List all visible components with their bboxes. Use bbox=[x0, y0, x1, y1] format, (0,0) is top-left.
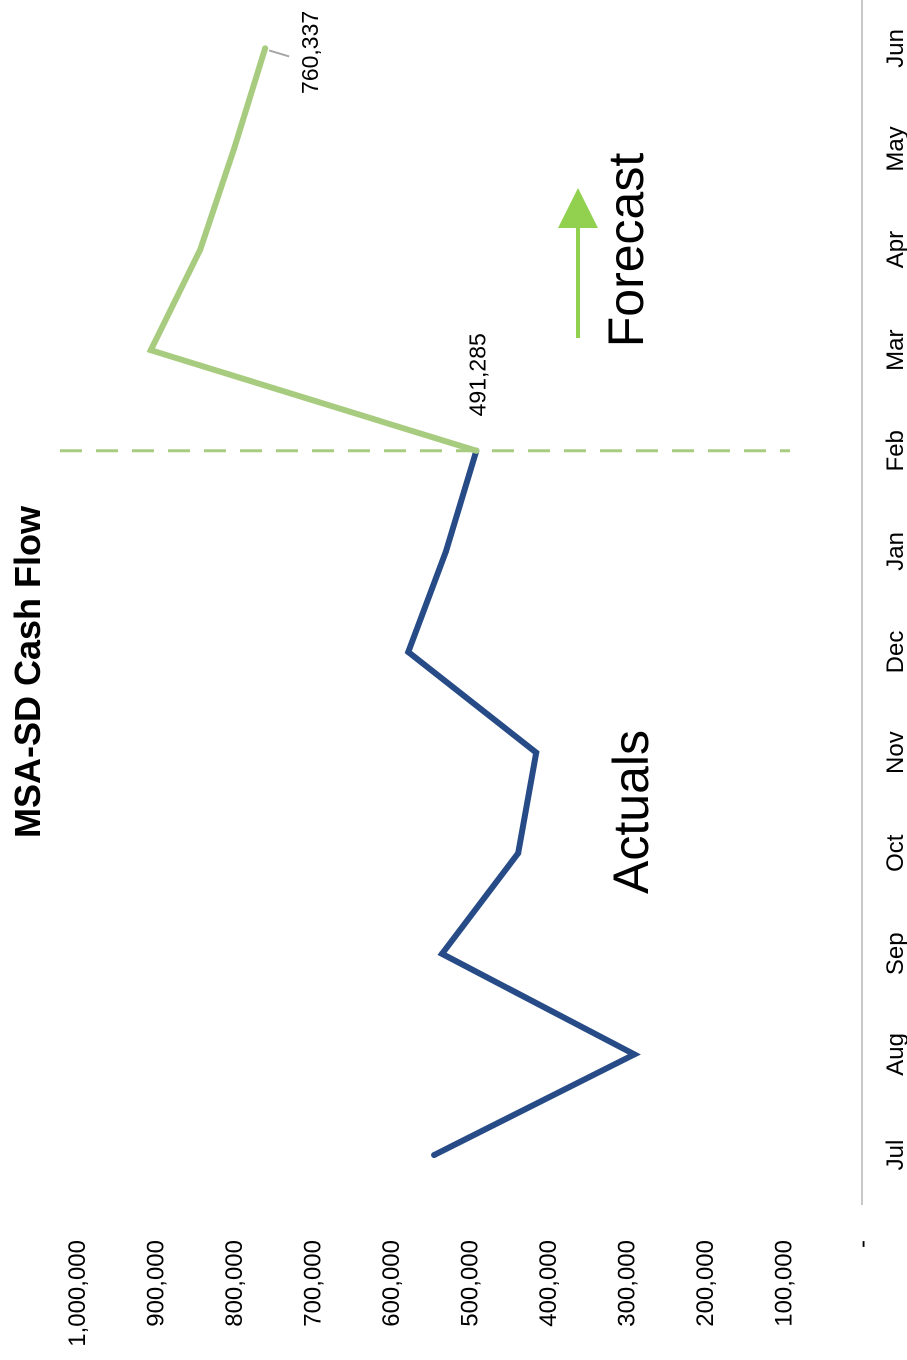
y-tick-label: - bbox=[849, 1240, 876, 1248]
y-tick-label: 500,000 bbox=[457, 1240, 484, 1327]
data-point bbox=[442, 548, 449, 555]
series-layer bbox=[146, 45, 641, 1158]
data-point bbox=[431, 1152, 438, 1158]
data-point bbox=[405, 649, 412, 655]
x-tick-label: Oct bbox=[882, 834, 907, 872]
x-tick-label: Jan bbox=[882, 532, 907, 571]
data-labels: 491,285 760,337 bbox=[297, 11, 490, 417]
x-tick-label: Sep bbox=[882, 932, 907, 975]
y-tick-label: 100,000 bbox=[771, 1240, 798, 1327]
y-tick-label: 1,000,000 bbox=[64, 1240, 91, 1347]
x-tick-label: Jun bbox=[882, 29, 907, 68]
series-line bbox=[404, 447, 641, 1158]
data-point bbox=[147, 347, 154, 354]
y-tick-label: 800,000 bbox=[221, 1240, 248, 1327]
forecast-label: Forecast bbox=[598, 153, 654, 348]
x-axis-tick-labels: Jul Aug Sep Oct Nov Dec Jan Feb Mar Apr May Jun bbox=[882, 29, 907, 1170]
y-tick-label: 700,000 bbox=[300, 1240, 327, 1327]
data-point bbox=[262, 45, 269, 52]
actuals-label: Actuals bbox=[603, 730, 659, 894]
x-tick-label: Aug bbox=[882, 1033, 907, 1076]
data-point bbox=[473, 447, 480, 454]
data-point bbox=[631, 1051, 638, 1058]
x-tick-label: Apr bbox=[882, 231, 907, 268]
y-tick-label: 900,000 bbox=[143, 1240, 170, 1327]
x-tick-label: Dec bbox=[882, 631, 907, 674]
data-label: 491,285 bbox=[464, 333, 490, 416]
data-point bbox=[533, 749, 540, 756]
chart-title: MSA-SD Cash Flow bbox=[7, 505, 48, 838]
y-tick-label: 400,000 bbox=[535, 1240, 562, 1327]
data-point bbox=[439, 950, 446, 957]
data-label: 760,337 bbox=[297, 11, 323, 94]
x-tick-label: May bbox=[882, 126, 907, 171]
data-label-leader-line bbox=[268, 49, 290, 58]
data-point bbox=[515, 850, 522, 857]
x-tick-label: Feb bbox=[882, 430, 907, 471]
y-axis-tick-labels: - 100,000 200,000 300,000 400,000 500,000 600,… bbox=[64, 1240, 876, 1347]
y-tick-label: 600,000 bbox=[378, 1240, 405, 1327]
y-tick-label: 300,000 bbox=[614, 1240, 641, 1327]
x-tick-label: Jul bbox=[882, 1140, 907, 1171]
x-tick-label: Mar bbox=[882, 330, 907, 371]
data-point bbox=[197, 246, 204, 253]
data-point bbox=[231, 146, 237, 152]
y-tick-label: 200,000 bbox=[692, 1240, 719, 1327]
x-tick-label: Nov bbox=[882, 731, 907, 774]
